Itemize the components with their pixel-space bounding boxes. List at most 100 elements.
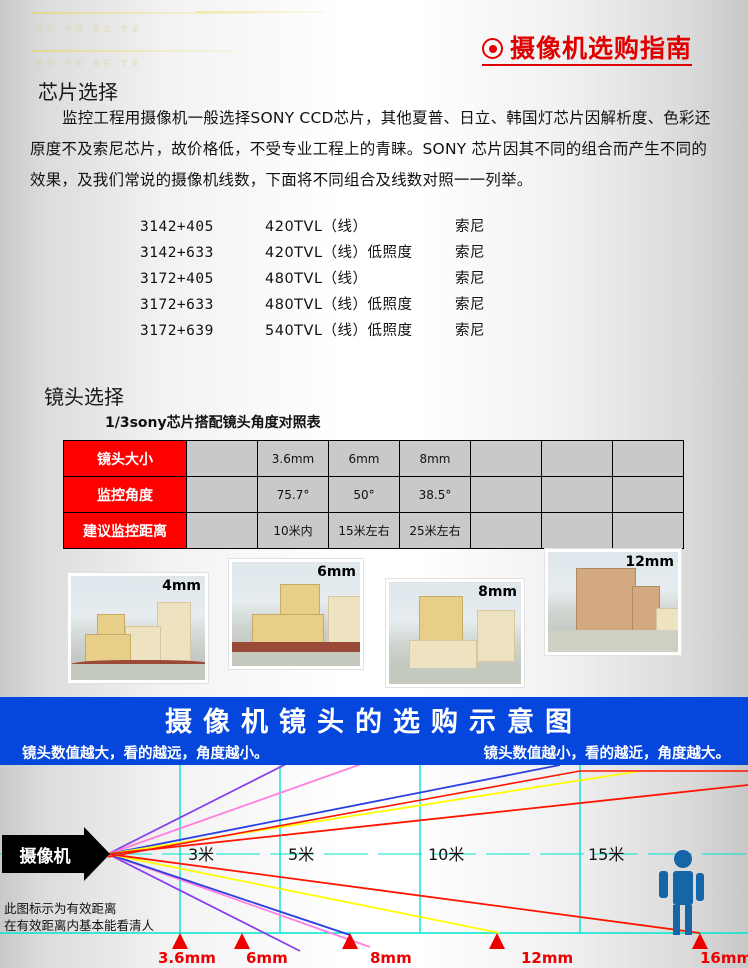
table-cell bbox=[186, 512, 258, 549]
chip-section-paragraph: 监控工程用摄像机一般选择SONY CCD芯片，其他夏普、日立、韩国灯芯片因解析度… bbox=[30, 109, 711, 189]
mm-label-16mm: 16mm bbox=[700, 949, 748, 967]
sample-photo-12mm: 12mm bbox=[544, 548, 682, 656]
chip-resolution: 540TVL（线）低照度 bbox=[265, 323, 413, 339]
photo-image: 12mm bbox=[548, 552, 678, 652]
building-shape bbox=[252, 614, 324, 646]
chip-brand: 索尼 bbox=[455, 219, 485, 235]
chip-code: 3142+633 bbox=[140, 245, 214, 261]
photo-label: 12mm bbox=[625, 554, 674, 570]
roof-shape bbox=[232, 642, 360, 654]
sample-photo-6mm: 6mm bbox=[228, 558, 364, 670]
chip-section-heading: 芯片选择 bbox=[38, 80, 118, 104]
chip-code: 3172+639 bbox=[140, 323, 214, 339]
chip-brand: 索尼 bbox=[455, 245, 485, 261]
sample-photo-8mm: 8mm bbox=[385, 578, 525, 688]
table-cell bbox=[186, 476, 258, 513]
table-row-header: 镜头大小 bbox=[63, 440, 187, 477]
distance-label-5m: 5米 bbox=[288, 845, 315, 864]
chip-resolution: 480TVL（线） bbox=[265, 271, 368, 287]
distance-label-3m: 3米 bbox=[188, 845, 215, 864]
watermark-line bbox=[196, 11, 326, 13]
ground-shape bbox=[232, 652, 360, 666]
table-row-header: 建议监控距离 bbox=[63, 512, 187, 549]
banner-subtitle-left: 镜头数值越大，看的越远，角度越小。 bbox=[22, 746, 269, 762]
table-row-header: 监控角度 bbox=[63, 476, 187, 513]
table-cell bbox=[541, 440, 613, 477]
table-cell: 3.6mm bbox=[257, 440, 329, 477]
chip-brand: 索尼 bbox=[455, 297, 485, 313]
page-title: 摄像机选购指南 bbox=[482, 34, 693, 66]
marker-triangle-12mm bbox=[489, 933, 505, 949]
watermark: 数码 中国 监控 专家 数码 中国 监控 专家 bbox=[0, 0, 420, 70]
watermark-line bbox=[32, 50, 237, 52]
building-shape bbox=[632, 586, 660, 636]
table-cell bbox=[612, 440, 684, 477]
banner-subtitles: 镜头数值越大，看的越远，角度越小。 镜头数值越小，看的越近，角度越大。 bbox=[0, 739, 748, 763]
table-cell: 15米左右 bbox=[328, 512, 400, 549]
person-icon bbox=[659, 850, 704, 935]
camera-icon: 摄像机 bbox=[2, 835, 88, 873]
chip-resolution: 480TVL（线）低照度 bbox=[265, 297, 413, 313]
chip-row: 3172+639 540TVL（线）低照度 索尼 bbox=[140, 318, 525, 344]
marker-triangle-16mm bbox=[692, 933, 708, 949]
building-shape bbox=[576, 568, 636, 636]
chip-list: 3142+405 420TVL（线） 索尼 3142+633 420TVL（线）… bbox=[140, 214, 525, 344]
diagram-svg bbox=[0, 765, 748, 952]
banner-subtitle-right: 镜头数值越小，看的越近，角度越大。 bbox=[483, 746, 731, 762]
table-cell bbox=[470, 512, 542, 549]
watermark-line bbox=[32, 12, 262, 14]
mm-label-12mm: 12mm bbox=[521, 949, 574, 967]
lens-comparison-table: 镜头大小 3.6mm 6mm 8mm 监控角度 75.7° 50° 38.5° … bbox=[63, 440, 684, 549]
mm-label-8mm: 8mm bbox=[370, 949, 412, 967]
chip-code: 3172+405 bbox=[140, 271, 214, 287]
table-cell: 38.5° bbox=[399, 476, 471, 513]
mm-label-6mm: 6mm bbox=[246, 949, 288, 967]
table-cell: 8mm bbox=[399, 440, 471, 477]
table-row: 监控角度 75.7° 50° 38.5° bbox=[63, 476, 684, 513]
table-cell bbox=[541, 512, 613, 549]
photo-image: 4mm bbox=[71, 576, 205, 680]
building-shape bbox=[157, 602, 191, 666]
table-cell: 6mm bbox=[328, 440, 400, 477]
marker-triangle-6mm bbox=[234, 933, 250, 949]
chip-code: 3142+405 bbox=[140, 219, 214, 235]
building-shape bbox=[477, 610, 515, 662]
title-label: 摄像机选购指南 bbox=[510, 34, 693, 63]
camera-lens-icon bbox=[84, 827, 110, 881]
ray-red-upper bbox=[107, 770, 581, 858]
photo-label: 4mm bbox=[162, 578, 201, 594]
camera-label: 摄像机 bbox=[19, 846, 71, 867]
title-underline bbox=[482, 64, 693, 66]
table-cell: 10米内 bbox=[257, 512, 329, 549]
chip-brand: 索尼 bbox=[455, 323, 485, 339]
table-cell: 25米左右 bbox=[399, 512, 471, 549]
diagram-banner: 摄像机镜头的选购示意图 镜头数值越大，看的越远，角度越小。 镜头数值越小，看的越… bbox=[0, 697, 748, 765]
ray-cone-red bbox=[107, 784, 748, 934]
table-cell bbox=[470, 440, 542, 477]
watermark-text: 数码 中国 监控 专家 bbox=[36, 25, 143, 33]
photo-image: 6mm bbox=[232, 562, 360, 666]
lens-table-subheading: 1/3sony芯片搭配镜头角度对照表 bbox=[105, 415, 321, 431]
chip-resolution: 420TVL（线）低照度 bbox=[265, 245, 413, 261]
photo-label: 6mm bbox=[317, 564, 356, 580]
table-cell bbox=[186, 440, 258, 477]
ground-shape bbox=[548, 630, 678, 652]
banner-title: 摄像机镜头的选购示意图 bbox=[165, 707, 583, 738]
marker-triangle-8mm bbox=[342, 933, 358, 949]
diagram-note-line-2: 在有效距离内基本能看清人 bbox=[4, 918, 155, 933]
photo-image: 8mm bbox=[389, 582, 521, 684]
diagram-note: 此图标示为有效距离 在有效距离内基本能看清人 bbox=[4, 900, 154, 934]
ray-cone-blue bbox=[107, 765, 561, 936]
table-row: 建议监控距离 10米内 15米左右 25米左右 bbox=[63, 512, 684, 549]
ray-cone-purple bbox=[107, 765, 301, 952]
watermark-text: 数码 中国 监控 专家 bbox=[36, 59, 143, 67]
sample-photo-4mm: 4mm bbox=[67, 572, 209, 684]
ground-shape bbox=[389, 668, 521, 684]
table-cell bbox=[541, 476, 613, 513]
diagram-note-line-1: 此图标示为有效距离 bbox=[4, 901, 117, 916]
chip-brand: 索尼 bbox=[455, 271, 485, 287]
chip-row: 3172+633 480TVL（线）低照度 索尼 bbox=[140, 292, 525, 318]
chip-code: 3172+633 bbox=[140, 297, 214, 313]
photo-label: 8mm bbox=[478, 584, 517, 600]
